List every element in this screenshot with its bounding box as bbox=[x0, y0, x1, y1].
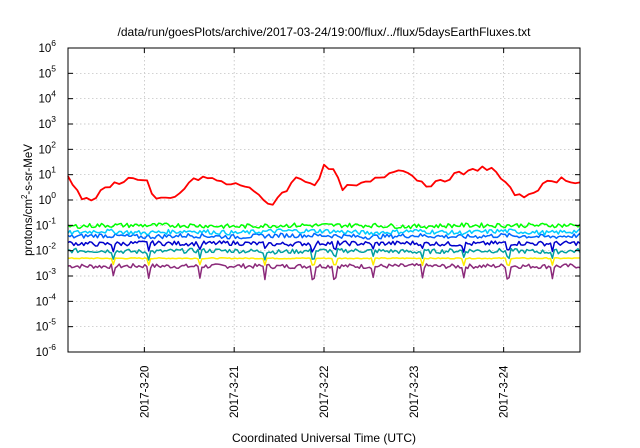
y-tick-label: 102 bbox=[38, 139, 56, 156]
series-line-6 bbox=[67, 247, 581, 261]
y-tick-base: 10 bbox=[36, 271, 49, 283]
x-tick-label: 2017-3-20 bbox=[139, 366, 151, 418]
y-tick-label: 104 bbox=[38, 89, 56, 106]
y-tick-label: 103 bbox=[38, 114, 56, 131]
x-tick-label: 2017-3-22 bbox=[319, 366, 331, 418]
y-tick-exp: 0 bbox=[51, 190, 56, 200]
y-tick-exp: 3 bbox=[51, 114, 56, 124]
x-tick-label: 2017-3-21 bbox=[229, 366, 241, 418]
y-tick-exp: 6 bbox=[51, 38, 56, 48]
y-tick-exp: -6 bbox=[48, 342, 56, 352]
grid bbox=[68, 48, 580, 352]
y-tick-exp: -3 bbox=[48, 266, 56, 276]
y-tick-exp: 5 bbox=[51, 63, 56, 73]
y-tick-label: 100 bbox=[38, 190, 56, 207]
y-tick-label: 10-4 bbox=[36, 291, 57, 308]
y-axis-label: protons/cm2-s-sr-MeV bbox=[20, 144, 35, 256]
y-tick-label: 106 bbox=[38, 38, 56, 55]
y-tick-exp: 2 bbox=[51, 139, 56, 149]
y-tick-exp: -5 bbox=[48, 317, 56, 327]
y-tick-base: 10 bbox=[36, 296, 49, 308]
y-tick-base: 10 bbox=[38, 94, 51, 106]
y-axis-label-suffix: -s-sr-MeV bbox=[23, 144, 35, 195]
series-layer bbox=[67, 163, 581, 281]
y-tick-base: 10 bbox=[38, 68, 51, 80]
y-tick-exp: -1 bbox=[48, 215, 56, 225]
y-tick-base: 10 bbox=[36, 220, 49, 232]
y-tick-exp: -2 bbox=[48, 241, 56, 251]
y-tick-label: 10-6 bbox=[36, 342, 57, 359]
y-tick-label: 10-2 bbox=[36, 241, 57, 258]
y-tick-base: 10 bbox=[38, 119, 51, 131]
series-line-2 bbox=[67, 222, 581, 230]
y-tick-exp: -4 bbox=[48, 291, 56, 301]
y-tick-label: 10-5 bbox=[36, 317, 57, 334]
y-ticks: 10610510410310210110010-110-210-310-410-… bbox=[36, 38, 580, 359]
x-tick-label: 2017-3-24 bbox=[499, 365, 511, 418]
y-tick-exp: 1 bbox=[51, 165, 56, 175]
y-tick-base: 10 bbox=[38, 195, 51, 207]
y-tick-label: 105 bbox=[38, 63, 56, 80]
series-line-1 bbox=[67, 163, 581, 206]
x-ticks: 2017-3-20 2017-3-21 2017-3-22 2017-3-23 2017… bbox=[139, 48, 511, 418]
y-tick-base: 10 bbox=[38, 144, 51, 156]
series-line-8 bbox=[67, 262, 581, 281]
y-tick-label: 10-3 bbox=[36, 266, 57, 283]
y-tick-base: 10 bbox=[36, 347, 49, 359]
x-axis-label: Coordinated Universal Time (UTC) bbox=[232, 431, 416, 445]
x-tick-label: 2017-3-23 bbox=[409, 366, 421, 418]
series-line-5 bbox=[67, 240, 581, 253]
y-tick-base: 10 bbox=[38, 170, 51, 182]
chart-title: /data/run/goesPlots/archive/2017-03-24/1… bbox=[118, 25, 532, 39]
svg-text:protons/cm2-s-sr-MeV: protons/cm2-s-sr-MeV bbox=[20, 144, 35, 256]
y-axis-label-prefix: protons/cm bbox=[23, 199, 35, 256]
y-tick-base: 10 bbox=[38, 43, 51, 55]
y-axis-label-sup: 2 bbox=[20, 194, 29, 199]
series-line-4 bbox=[67, 232, 581, 240]
series-line-3 bbox=[67, 228, 581, 236]
y-tick-base: 10 bbox=[36, 322, 49, 334]
y-tick-label: 101 bbox=[38, 165, 56, 182]
y-tick-base: 10 bbox=[36, 246, 49, 258]
y-tick-exp: 4 bbox=[51, 89, 56, 99]
y-tick-label: 10-1 bbox=[36, 215, 57, 232]
series-line-7 bbox=[67, 257, 580, 267]
